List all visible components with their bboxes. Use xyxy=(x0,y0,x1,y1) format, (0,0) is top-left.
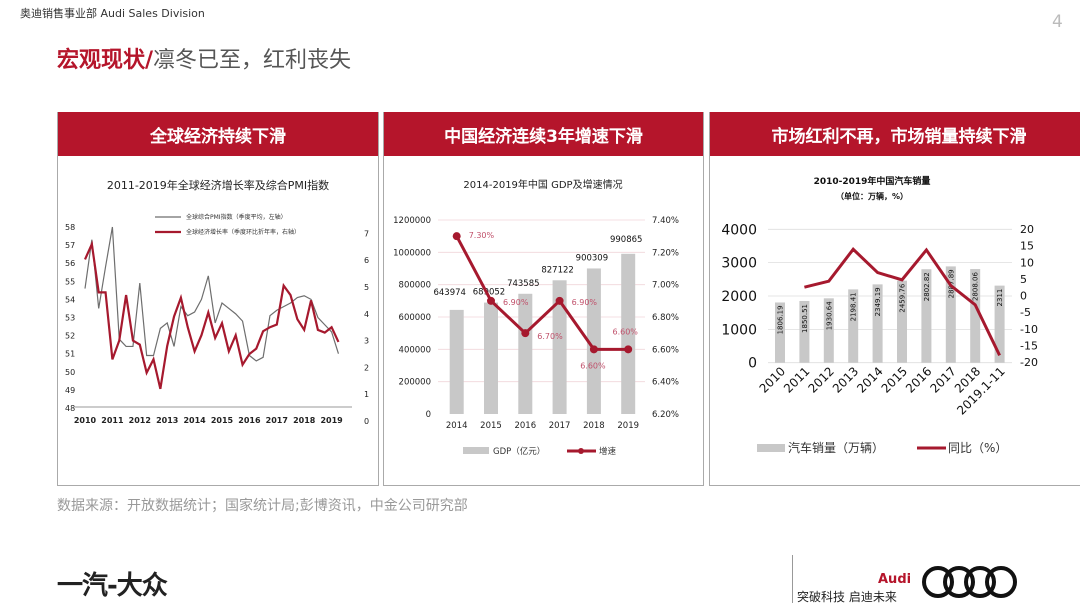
audi-wordmark: Audi xyxy=(878,572,912,587)
panel-heading: 中国经济连续3年增速下滑 xyxy=(384,112,703,156)
audi-rings-logo xyxy=(922,566,1017,598)
audi-slogan: 突破科技 启迪未来 xyxy=(797,590,897,604)
title-highlight: 宏观现状/ xyxy=(57,48,154,73)
panel-global-economy: 全球经济持续下滑 xyxy=(57,112,379,486)
footer-divider xyxy=(792,555,793,603)
panel-car-sales: 市场红利不再，市场销量持续下滑 xyxy=(709,112,1080,486)
page-number: 4 xyxy=(1052,12,1063,32)
panel-china-gdp: 中国经济连续3年增速下滑 xyxy=(383,112,704,486)
division-label: 奥迪销售事业部 Audi Sales Division xyxy=(20,7,205,20)
panel-heading: 市场红利不再，市场销量持续下滑 xyxy=(710,112,1080,156)
data-source: 数据来源：开放数据统计；国家统计局;彭博资讯，中金公司研究部 xyxy=(57,498,468,514)
page-title: 宏观现状/凛冬已至，红利丧失 xyxy=(57,42,351,74)
title-rest: 凛冬已至，红利丧失 xyxy=(153,48,352,73)
panel-heading: 全球经济持续下滑 xyxy=(58,112,378,156)
faw-vw-logo: 一汽-大众 xyxy=(57,571,168,601)
